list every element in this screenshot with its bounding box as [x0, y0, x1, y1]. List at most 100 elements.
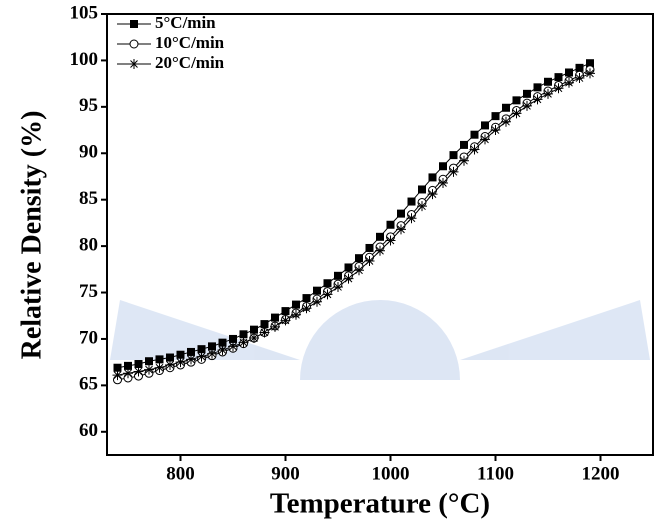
marker	[397, 210, 405, 218]
marker	[324, 279, 332, 287]
y-tick-label: 65	[79, 374, 98, 395]
marker	[366, 244, 374, 252]
marker	[470, 145, 480, 155]
marker	[396, 224, 406, 234]
y-axis-title: Relative Density (%)	[16, 111, 47, 360]
marker	[282, 307, 290, 315]
marker	[460, 141, 468, 149]
marker	[303, 294, 311, 302]
marker	[313, 287, 321, 295]
chart: Temperature (°C) Relative Density (%) 60…	[0, 0, 659, 528]
x-axis-title: Temperature (°C)	[270, 488, 490, 520]
marker	[270, 322, 280, 332]
marker	[512, 108, 522, 118]
x-tick-label: 1000	[372, 463, 410, 484]
marker	[228, 341, 238, 351]
marker	[501, 117, 511, 127]
marker	[145, 357, 153, 365]
marker	[428, 189, 438, 199]
marker	[365, 256, 375, 266]
marker	[271, 314, 279, 322]
marker	[502, 104, 510, 112]
y-tick-label: 80	[79, 234, 98, 255]
marker	[513, 96, 521, 104]
marker	[134, 366, 144, 376]
marker	[491, 125, 501, 135]
marker	[207, 349, 217, 359]
marker	[376, 233, 384, 241]
marker	[323, 289, 333, 299]
marker	[522, 101, 532, 111]
legend-label: 20°C/min	[155, 53, 225, 72]
y-tick-label: 105	[70, 2, 99, 23]
watermark-ray	[460, 300, 650, 360]
legend-entry: 20°C/min	[117, 53, 225, 72]
marker	[130, 20, 138, 28]
marker	[375, 246, 385, 256]
marker	[575, 73, 585, 83]
marker	[492, 112, 500, 120]
marker	[387, 221, 395, 229]
marker	[407, 213, 417, 223]
marker	[291, 310, 301, 320]
marker	[480, 134, 490, 144]
marker	[113, 370, 123, 380]
marker	[408, 198, 416, 206]
marker	[439, 162, 447, 170]
x-tick-label: 900	[271, 463, 300, 484]
y-tick-label: 95	[79, 95, 98, 116]
legend-entry: 5°C/min	[117, 13, 216, 32]
marker	[165, 360, 175, 370]
legend-label: 10°C/min	[155, 33, 225, 52]
y-tick-label: 60	[79, 420, 98, 441]
y-tick-label: 100	[70, 49, 99, 70]
marker	[438, 178, 448, 188]
marker	[250, 326, 258, 334]
marker	[292, 301, 300, 309]
marker	[533, 94, 543, 104]
marker	[130, 40, 138, 48]
marker	[481, 121, 489, 129]
x-tick-label: 800	[166, 463, 195, 484]
marker	[249, 333, 259, 343]
marker	[459, 156, 469, 166]
marker	[344, 274, 354, 284]
marker	[555, 73, 563, 81]
marker	[418, 185, 426, 193]
marker	[156, 355, 164, 363]
y-tick-label: 90	[79, 142, 98, 163]
marker	[218, 345, 228, 355]
marker	[543, 89, 553, 99]
y-tick-label: 85	[79, 188, 98, 209]
x-tick-label: 1200	[582, 463, 620, 484]
marker	[449, 167, 459, 177]
marker	[239, 338, 249, 348]
marker	[450, 151, 458, 159]
marker	[386, 236, 396, 246]
marker	[333, 282, 343, 292]
marker	[345, 263, 353, 271]
marker	[354, 265, 364, 275]
marker	[186, 354, 196, 364]
x-tick-label: 1100	[477, 463, 514, 484]
marker	[534, 83, 542, 91]
legend-label: 5°C/min	[155, 13, 216, 32]
marker	[312, 297, 322, 307]
marker	[523, 90, 531, 98]
marker	[554, 83, 564, 93]
marker	[144, 365, 154, 375]
marker	[355, 254, 363, 262]
marker	[302, 303, 312, 313]
marker	[176, 357, 186, 367]
marker	[334, 272, 342, 280]
marker	[281, 315, 291, 325]
legend-entry: 10°C/min	[117, 33, 225, 52]
marker	[240, 330, 248, 338]
marker	[576, 64, 584, 72]
marker	[155, 363, 165, 373]
watermark	[110, 300, 650, 380]
marker	[123, 368, 133, 378]
y-tick-label: 70	[79, 327, 98, 348]
marker	[564, 78, 574, 88]
marker	[585, 68, 595, 78]
